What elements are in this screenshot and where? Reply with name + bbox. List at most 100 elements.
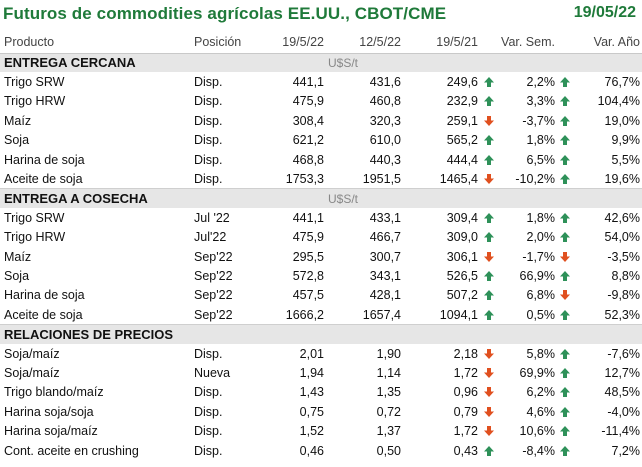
value-c2-cell: 1,14 [376,365,401,380]
table-header-row: Producto Posición 19/5/22 12/5/22 19/5/2… [0,31,642,54]
down-arrow-icon [484,173,494,184]
value-c2-cell: 610,0 [369,133,401,148]
week-change-cell: 10,6% [519,424,555,439]
section-unit: U$S/t [326,52,642,73]
down-arrow-icon [484,426,494,437]
product-cell: Soja [4,133,30,148]
value-c2-cell: 343,1 [369,268,401,283]
value-c1-cell: 308,4 [292,113,324,128]
week-trend-cell [480,247,498,266]
up-arrow-icon [560,115,570,126]
up-arrow-icon [560,212,570,223]
year-trend-cell [556,169,574,188]
position-cell: Sep'22 [194,307,233,322]
down-arrow-icon [560,251,570,262]
year-trend-cell [556,131,574,150]
product-cell: Soja [4,268,30,283]
value-c3-cell: 444,4 [446,152,478,167]
value-c1-cell: 475,9 [292,230,324,245]
year-change-cell: 5,5% [611,152,641,167]
up-arrow-icon [560,426,570,437]
year-trend-cell [556,266,574,285]
position-cell: Sep'22 [194,249,233,264]
value-c3-cell: 1,72 [453,424,478,439]
year-change-cell: 12,7% [604,365,640,380]
year-trend-cell [556,421,574,440]
product-cell: Trigo SRW [4,75,65,90]
table-row: Harina de soja Disp. 468,8 440,3 444,4 6,5% 5,… [0,150,642,169]
value-c3-cell: 1094,1 [439,307,478,322]
week-trend-cell [480,344,498,363]
year-trend-cell [556,150,574,169]
week-change-cell: -3,7% [522,113,555,128]
up-arrow-icon [484,270,494,281]
header-year: Var. Año [574,31,642,54]
up-arrow-icon [560,77,570,88]
position-cell: Disp. [194,113,223,128]
header-week: Var. Sem. [498,31,556,54]
section-row: ENTREGA A COSECHA U$S/t [0,188,642,209]
table-row: Harina soja/maíz Disp. 1,52 1,37 1,72 10,6% -1… [0,421,642,440]
position-cell: Jul'22 [194,230,227,245]
value-c3-cell: 565,2 [446,133,478,148]
value-c2-cell: 440,3 [369,152,401,167]
year-change-cell: -11,4% [601,424,640,439]
up-arrow-icon [560,154,570,165]
up-arrow-icon [560,96,570,107]
week-trend-cell [480,208,498,227]
week-change-cell: 0,5% [526,307,556,322]
up-arrow-icon [484,154,494,165]
year-change-cell: 52,3% [604,307,640,322]
year-change-cell: -9,8% [607,288,640,303]
year-trend-cell [556,72,574,91]
week-trend-cell [480,228,498,247]
table-row: Maíz Sep'22 295,5 300,7 306,1 -1,7% -3,5% [0,247,642,266]
year-change-cell: 54,0% [604,230,640,245]
week-trend-cell [480,150,498,169]
product-cell: Aceite de soja [4,307,83,322]
position-cell: Sep'22 [194,288,233,303]
year-change-cell: 42,6% [604,210,640,225]
table-row: Soja/maíz Disp. 2,01 1,90 2,18 5,8% -7,6% [0,344,642,363]
value-c1-cell: 2,01 [299,346,324,361]
table-row: Aceite de soja Disp. 1753,3 1951,5 1465,4 -10… [0,169,642,188]
value-c2-cell: 1951,5 [362,171,401,186]
header-product: Producto [0,31,194,54]
down-arrow-icon [484,367,494,378]
table-row: Maíz Disp. 308,4 320,3 259,1 -3,7% 19,0% [0,111,642,130]
year-change-cell: -3,5% [607,249,640,264]
header-c3: 19/5/21 [403,31,480,54]
up-arrow-icon [484,96,494,107]
up-arrow-icon [484,77,494,88]
value-c1-cell: 468,8 [292,152,324,167]
up-arrow-icon [560,135,570,146]
up-arrow-icon [560,406,570,417]
week-trend-cell [480,363,498,382]
futures-table: Producto Posición 19/5/22 12/5/22 19/5/2… [0,31,642,460]
product-cell: Soja/maíz [4,346,60,361]
up-arrow-icon [560,270,570,281]
header-c1: 19/5/22 [266,31,326,54]
week-trend-cell [480,72,498,91]
product-cell: Trigo HRW [4,94,66,109]
week-change-cell: -1,7% [522,249,555,264]
value-c1-cell: 1753,3 [285,171,324,186]
up-arrow-icon [484,309,494,320]
value-c2-cell: 1657,4 [362,307,401,322]
table-row: Soja Sep'22 572,8 343,1 526,5 66,9% 8,8% [0,266,642,285]
product-cell: Soja/maíz [4,365,60,380]
week-trend-cell [480,131,498,150]
value-c2-cell: 431,6 [369,75,401,90]
section-unit: U$S/t [326,188,642,209]
section-title: ENTREGA CERCANA [0,52,326,73]
year-trend-cell [556,305,574,324]
product-cell: Maíz [4,249,32,264]
down-arrow-icon [484,387,494,398]
product-cell: Harina soja/maíz [4,424,98,439]
year-change-cell: 9,9% [611,133,641,148]
position-cell: Disp. [194,152,223,167]
up-arrow-icon [560,348,570,359]
value-c1-cell: 572,8 [292,268,324,283]
week-change-cell: 5,8% [526,346,556,361]
table-row: Trigo HRW Disp. 475,9 460,8 232,9 3,3% 104,4% [0,92,642,111]
